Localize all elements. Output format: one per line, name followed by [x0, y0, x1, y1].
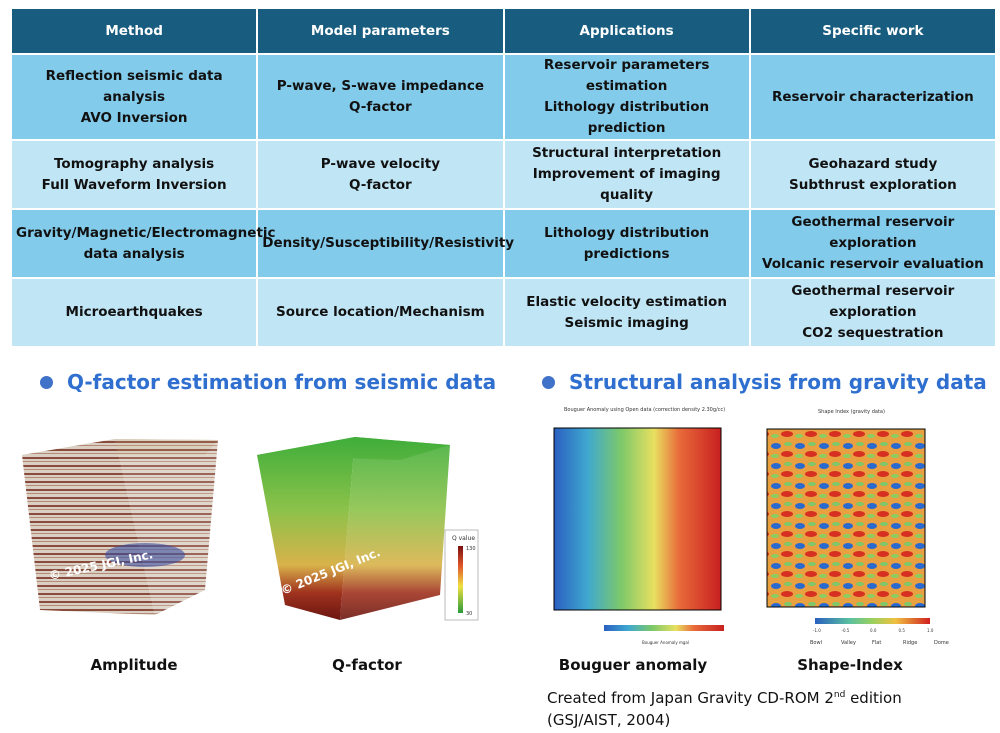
- header-method: Method: [9, 7, 259, 55]
- table-cell: Structural interpretation Improvement of …: [502, 139, 751, 210]
- table-cell: Density/Susceptibility/Resistivity: [256, 208, 515, 279]
- shape-class-label: Valley: [841, 640, 856, 646]
- cell-line: Reservoir parameters estimation: [543, 57, 710, 94]
- cell-line: Subthrust exploration: [789, 176, 957, 193]
- cell-line: Elastic velocity estimation: [526, 293, 727, 310]
- caption-bouguer: Bouguer anomaly: [558, 656, 708, 674]
- cell-line: Q-factor: [349, 176, 412, 193]
- table-cell: Elastic velocity estimation Seismic imagi…: [502, 277, 751, 348]
- bouguer-colorbar: [604, 625, 724, 631]
- table-row: Reflection seismic data analysis AVO Inve…: [9, 53, 998, 141]
- heading-text: Q-factor estimation from seismic data: [67, 370, 497, 394]
- data-credit: Created from Japan Gravity CD-ROM 2nd ed…: [547, 684, 902, 731]
- cell-line: Microearthquakes: [65, 304, 203, 320]
- header-applications: Applications: [502, 7, 751, 55]
- table-row: Microearthquakes Source location/Mechanis…: [9, 277, 998, 348]
- cell-line: P-wave, S-wave impedance: [276, 78, 484, 94]
- table-cell: Reservoir parameters estimation Lithology…: [502, 53, 751, 141]
- shape-class-label: Bowl: [810, 640, 822, 646]
- q-legend-max: 130: [466, 546, 476, 552]
- bullet-icon: [542, 375, 555, 389]
- cell-line: Lithology distribution predictions: [544, 224, 710, 262]
- table-cell: Source location/Mechanism: [256, 277, 505, 348]
- amplitude-cube: © 2025 JGI, Inc.: [22, 439, 218, 615]
- table-header-row: Method Model parameters Applications Spe…: [9, 7, 998, 55]
- cell-line: Lithology distribution prediction: [544, 99, 710, 136]
- shape-index-map: Shape Index (gravity data) -1.0 -0.5 0.0 0.…: [766, 409, 949, 646]
- cell-line: P-wave velocity: [320, 155, 440, 172]
- cell-line: Reservoir characterization: [771, 88, 974, 105]
- table-row: Gravity/Magnetic/Electromagnetic data ana…: [9, 208, 998, 279]
- cell-line: Geothermal reservoir exploration: [791, 214, 955, 251]
- heading-q-factor: Q-factor estimation from seismic data: [40, 370, 496, 394]
- table-row: Tomography analysis Full Waveform Inversi…: [9, 139, 998, 210]
- header-model-parameters: Model parameters: [256, 7, 505, 55]
- shape-tick: -0.5: [842, 628, 850, 633]
- cell-line: Reflection seismic data analysis: [45, 67, 223, 105]
- q-legend-min: 30: [466, 611, 472, 617]
- shape-tick: 0.0: [870, 628, 877, 633]
- shape-tick: 1.0: [927, 628, 934, 633]
- credit-source: (GSJ/AIST, 2004): [547, 711, 671, 729]
- cell-line: Density/Susceptibility/Resistivity: [262, 235, 515, 251]
- shape-class-label: Flat: [872, 640, 881, 646]
- cell-line: CO2 sequestration: [802, 325, 944, 341]
- cell-line: Gravity/Magnetic/Electromagnetic: [16, 224, 276, 241]
- table-cell: Geothermal reservoir exploration CO2 sequ…: [748, 277, 998, 348]
- q-factor-cube: © 2025 JGI, Inc. Q value 130 30: [257, 437, 479, 621]
- cell-line: data analysis: [83, 245, 185, 262]
- cell-line: Geohazard study: [808, 155, 938, 172]
- cell-line: Improvement of imaging quality: [532, 166, 721, 203]
- header-specific-work: Specific work: [748, 7, 998, 55]
- table-cell: Geohazard study Subthrust exploration: [748, 139, 998, 210]
- gravity-map-images: Bouguer Anomaly using Open data (correct…: [553, 407, 949, 646]
- heading-gravity: Structural analysis from gravity data: [542, 370, 987, 394]
- caption-shape-index: Shape-Index: [797, 656, 903, 674]
- cell-line: Tomography analysis: [54, 155, 215, 172]
- table-cell: Reservoir characterization: [748, 53, 998, 141]
- caption-amplitude: Amplitude: [90, 656, 178, 674]
- heading-text: Structural analysis from gravity data: [569, 370, 987, 394]
- shape-class-label: Ridge: [903, 640, 917, 646]
- credit-text: Created from Japan Gravity CD-ROM 2: [547, 689, 834, 707]
- cell-line: AVO Inversion: [80, 109, 188, 126]
- cell-line: Geothermal reservoir exploration: [791, 283, 955, 320]
- cell-line: Full Waveform Inversion: [41, 176, 227, 193]
- shape-colorbar: [815, 618, 930, 624]
- table-cell: Microearthquakes: [9, 277, 259, 348]
- q-legend-title: Q value: [452, 535, 475, 542]
- shape-tick: -1.0: [813, 628, 821, 633]
- table-cell: Tomography analysis Full Waveform Inversi…: [9, 139, 259, 210]
- table-cell: Geothermal reservoir exploration Volcanic…: [748, 208, 998, 279]
- methods-table: Method Model parameters Applications Spe…: [9, 7, 998, 348]
- seismic-cube-images: © 2025 JGI, Inc. © 2025 JGI, Inc. Q valu…: [22, 437, 479, 621]
- cell-line: Q-factor: [349, 99, 412, 115]
- bullet-icon: [40, 375, 53, 389]
- bouguer-anomaly-map: Bouguer Anomaly using Open data (correct…: [553, 407, 725, 645]
- cell-line: Volcanic reservoir evaluation: [761, 256, 984, 272]
- table-cell: Reflection seismic data analysis AVO Inve…: [9, 53, 259, 141]
- credit-sup: nd: [833, 690, 846, 700]
- table-cell: P-wave velocity Q-factor: [256, 139, 505, 210]
- caption-q-factor: Q-factor: [332, 656, 402, 674]
- shape-map-title: Shape Index (gravity data): [818, 409, 885, 415]
- cell-line: Structural interpretation: [532, 145, 722, 161]
- shape-tick: 0.5: [899, 628, 906, 633]
- bouguer-map-title: Bouguer Anomaly using Open data (correct…: [564, 407, 725, 413]
- credit-text-post: edition: [845, 689, 902, 707]
- bouguer-legend-label: Bouguer Anomaly mgal: [642, 640, 689, 645]
- table-cell: P-wave, S-wave impedance Q-factor: [256, 53, 505, 141]
- shape-class-label: Dome: [934, 640, 949, 646]
- table-cell: Gravity/Magnetic/Electromagnetic data ana…: [9, 208, 276, 279]
- cell-line: Source location/Mechanism: [276, 304, 485, 320]
- cell-line: Seismic imaging: [564, 314, 689, 331]
- table-cell: Lithology distribution predictions: [502, 208, 751, 279]
